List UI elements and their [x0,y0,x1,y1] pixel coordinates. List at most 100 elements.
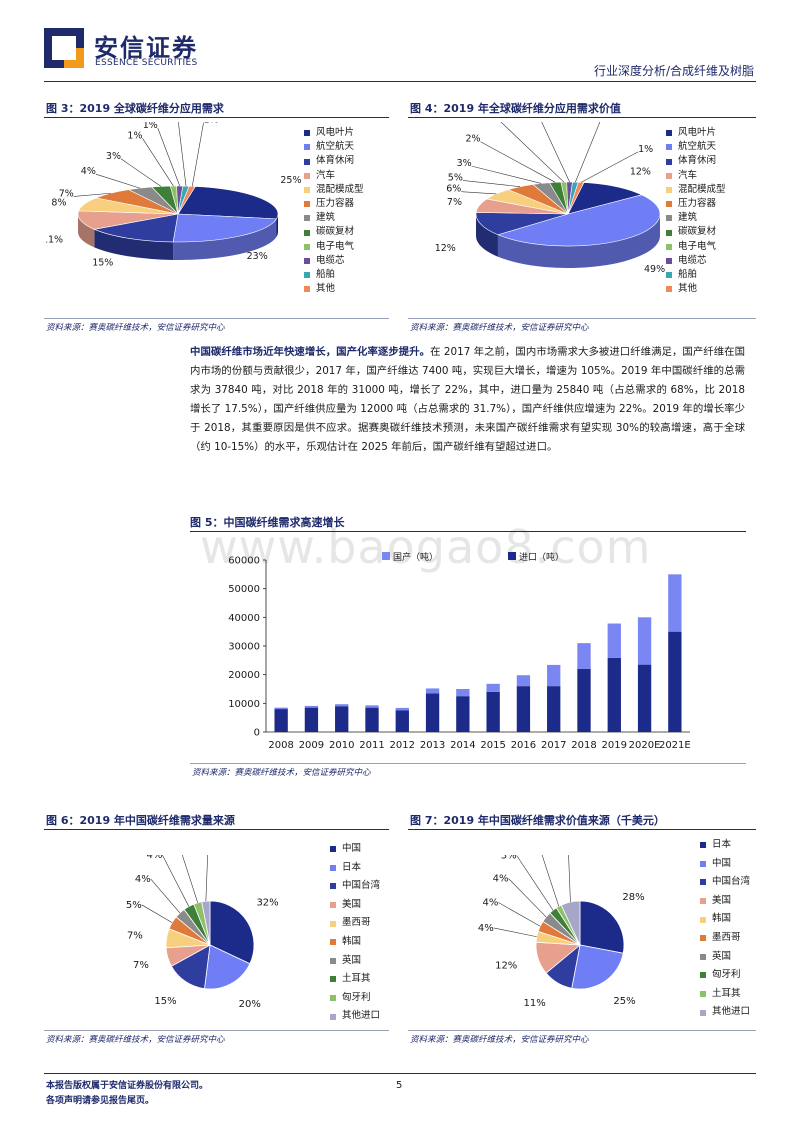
fig3-legend-item: 压力容器 [304,197,364,211]
fig4-data-label: 3% [457,158,472,169]
legend-label: 汽车 [316,169,336,181]
bar-import [637,664,652,732]
legend-label: 体育休闲 [678,155,717,167]
bar-domestic [668,574,682,632]
legend-swatch-icon [330,957,336,964]
fig4-data-label: 2% [465,134,480,145]
x-tick-label: 2018 [571,740,596,751]
x-tick-label: 2021E [659,740,691,751]
fig3-pie-labels: 25%23%15%11%8%7%4%3%1%1%1%1% [46,122,302,269]
bar-domestic [425,688,440,694]
fig3-source-rule [44,318,389,319]
fig3-legend-item: 船舶 [304,268,364,282]
fig3-leader-line [142,138,174,187]
x-tick-label: 2013 [420,740,445,751]
legend-swatch-icon [330,976,336,983]
legend-label: 土耳其 [342,973,371,985]
bar-import [516,686,531,732]
fig4-pie-labels: 12%49%12%7%6%5%3%2%1%1%1%1% [435,122,665,275]
legend-swatch-icon [330,920,336,927]
legend-swatch-icon [700,991,706,998]
fig4-legend-item: 体育休闲 [666,154,726,168]
fig4-legend-item: 船舶 [666,268,726,282]
fig3-slice [177,186,279,220]
fig4-data-label: 5% [448,172,463,183]
x-tick-label: 2014 [450,740,475,751]
legend-swatch-icon [666,229,672,236]
bar-import [547,686,561,732]
fig3-data-label: 1% [204,122,219,126]
fig7-legend: 日本 中国 中国台湾 美国 韩国 墨西哥 英国 匈牙利 土耳其 其他进口 [700,836,750,1022]
legend-label: 中国台湾 [342,880,381,892]
legend-label: 其他进口 [712,1006,751,1018]
legend-swatch-icon [304,286,310,293]
legend-swatch-icon [330,846,336,853]
fig3-data-label: 25% [280,175,301,186]
legend-label: 电缆芯 [678,254,707,266]
fig4-data-label: 6% [446,184,461,195]
legend-label: 体育休闲 [316,155,355,167]
bar-legend-swatch-icon [382,552,390,560]
fig6-data-label: 7% [133,960,149,971]
fig4-pie-chart: 12%49%12%7%6%5%3%2%1%1%1%1% [435,122,665,275]
bar-domestic [335,704,349,707]
fig7-leader-line [516,855,554,911]
fig6-legend-item: 日本 [330,859,380,878]
fig4-legend: 风电叶片 航空航天 体育休闲 汽车 混配模成型 压力容器 建筑 碳碳复材 电子电气 电缆芯 船舶 其他 [666,126,726,296]
y-tick-label: 30000 [228,642,260,653]
legend-swatch-icon [700,879,706,886]
fig4-leader-line [580,151,639,183]
x-tick-label: 2008 [268,740,293,751]
fig4-source-rule [408,318,756,319]
legend-label: 日本 [712,839,732,850]
legend-label: 美国 [342,898,362,910]
legend-swatch-icon [666,257,672,264]
legend-label: 中国台湾 [712,876,751,888]
fig3-legend-item: 其他 [304,282,364,296]
fig5-bar-chart: 0 10000 20000 30000 40000 50000 60000 2008 2009 2… [228,551,691,751]
fig6-leader-line [181,855,199,903]
legend-swatch-icon [304,215,310,222]
fig4-title: 图 4：2019 年全球碳纤维分应用需求价值 [410,102,621,115]
fig3-data-label: 8% [51,198,66,209]
fig4-legend-item: 汽车 [666,169,726,183]
fig6-data-label: 15% [154,996,176,1007]
legend-swatch-icon [666,158,672,165]
fig6-data-label: 4% [135,874,151,885]
fig7-legend-item: 英国 [700,948,750,967]
header-category: 行业深度分析/合成纤维及树脂 [593,64,754,78]
fig7-slice [571,944,624,990]
x-tick-label: 2020E [629,740,661,751]
fig6-leader-line [141,904,173,923]
bar-domestic [607,623,621,658]
fig7-data-label: 28% [622,892,644,903]
fig3-legend-item: 建筑 [304,211,364,225]
fig3-pie-chart: 25%23%15%11%8%7%4%3%1%1%1%1% [46,122,302,269]
fig6-data-label: 5% [126,900,142,911]
fig4-legend-item: 风电叶片 [666,126,726,140]
fig3-slice [93,213,179,243]
paragraph-lead: 中国碳纤维市场近年快速增长，国产化率逐步提升。 [190,346,431,358]
legend-label: 匈牙利 [712,969,741,981]
fig3-slice [172,213,278,243]
watermark: www.baogao8.com [200,520,652,574]
fig6-title-rule [44,829,389,830]
bar-domestic [637,617,652,665]
fig3-title-rule [44,117,389,118]
fig5-title-rule [190,531,746,532]
bar-import [365,707,379,732]
body-paragraph: 中国碳纤维市场近年快速增长，国产化率逐步提升。在 2017 年之前，国内市场需求… [190,343,745,456]
legend-label: 船舶 [316,269,336,281]
y-tick-label: 40000 [228,613,260,624]
bar-import [607,657,621,732]
fig7-legend-item: 日本 [700,836,750,855]
fig4-leader-line [541,122,570,183]
fig7-source: 资料来源：赛奥碳纤维技术，安信证券研究中心 [410,1035,589,1045]
fig3-data-label: 1% [127,130,142,141]
fig3-data-label: 1% [143,122,158,131]
bar-domestic [516,675,531,687]
fig7-leader-line [508,878,547,918]
fig3-slice-side [173,218,277,260]
fig6-data-label: 4% [147,855,163,861]
legend-swatch-icon [304,186,310,193]
